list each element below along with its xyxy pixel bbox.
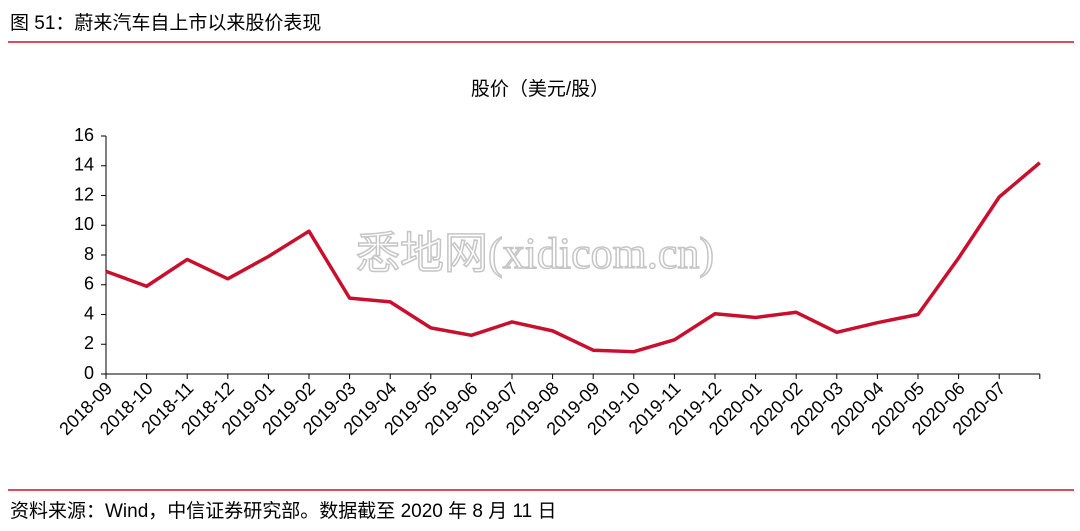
y-tick-label: 6 xyxy=(84,274,94,294)
figure-title: 图 51：蔚来汽车自上市以来股价表现 xyxy=(10,12,321,34)
y-tick-label: 16 xyxy=(74,125,94,145)
y-tick-label: 12 xyxy=(74,184,94,204)
price-line xyxy=(105,161,1041,354)
y-tick-label: 0 xyxy=(84,363,94,383)
y-tick-label: 14 xyxy=(74,155,94,175)
y-tick-label: 8 xyxy=(84,244,94,264)
y-tick-label: 10 xyxy=(74,214,94,234)
y-tick-label: 4 xyxy=(84,303,94,323)
chart-title: 股价（美元/股） xyxy=(471,78,609,100)
y-tick-label: 2 xyxy=(84,333,94,353)
source-note: 资料来源：Wind，中信证券研究部。数据截至 2020 年 8 月 11 日 xyxy=(10,500,557,522)
watermark: 悉地网(xidicom.cn) xyxy=(356,229,714,278)
